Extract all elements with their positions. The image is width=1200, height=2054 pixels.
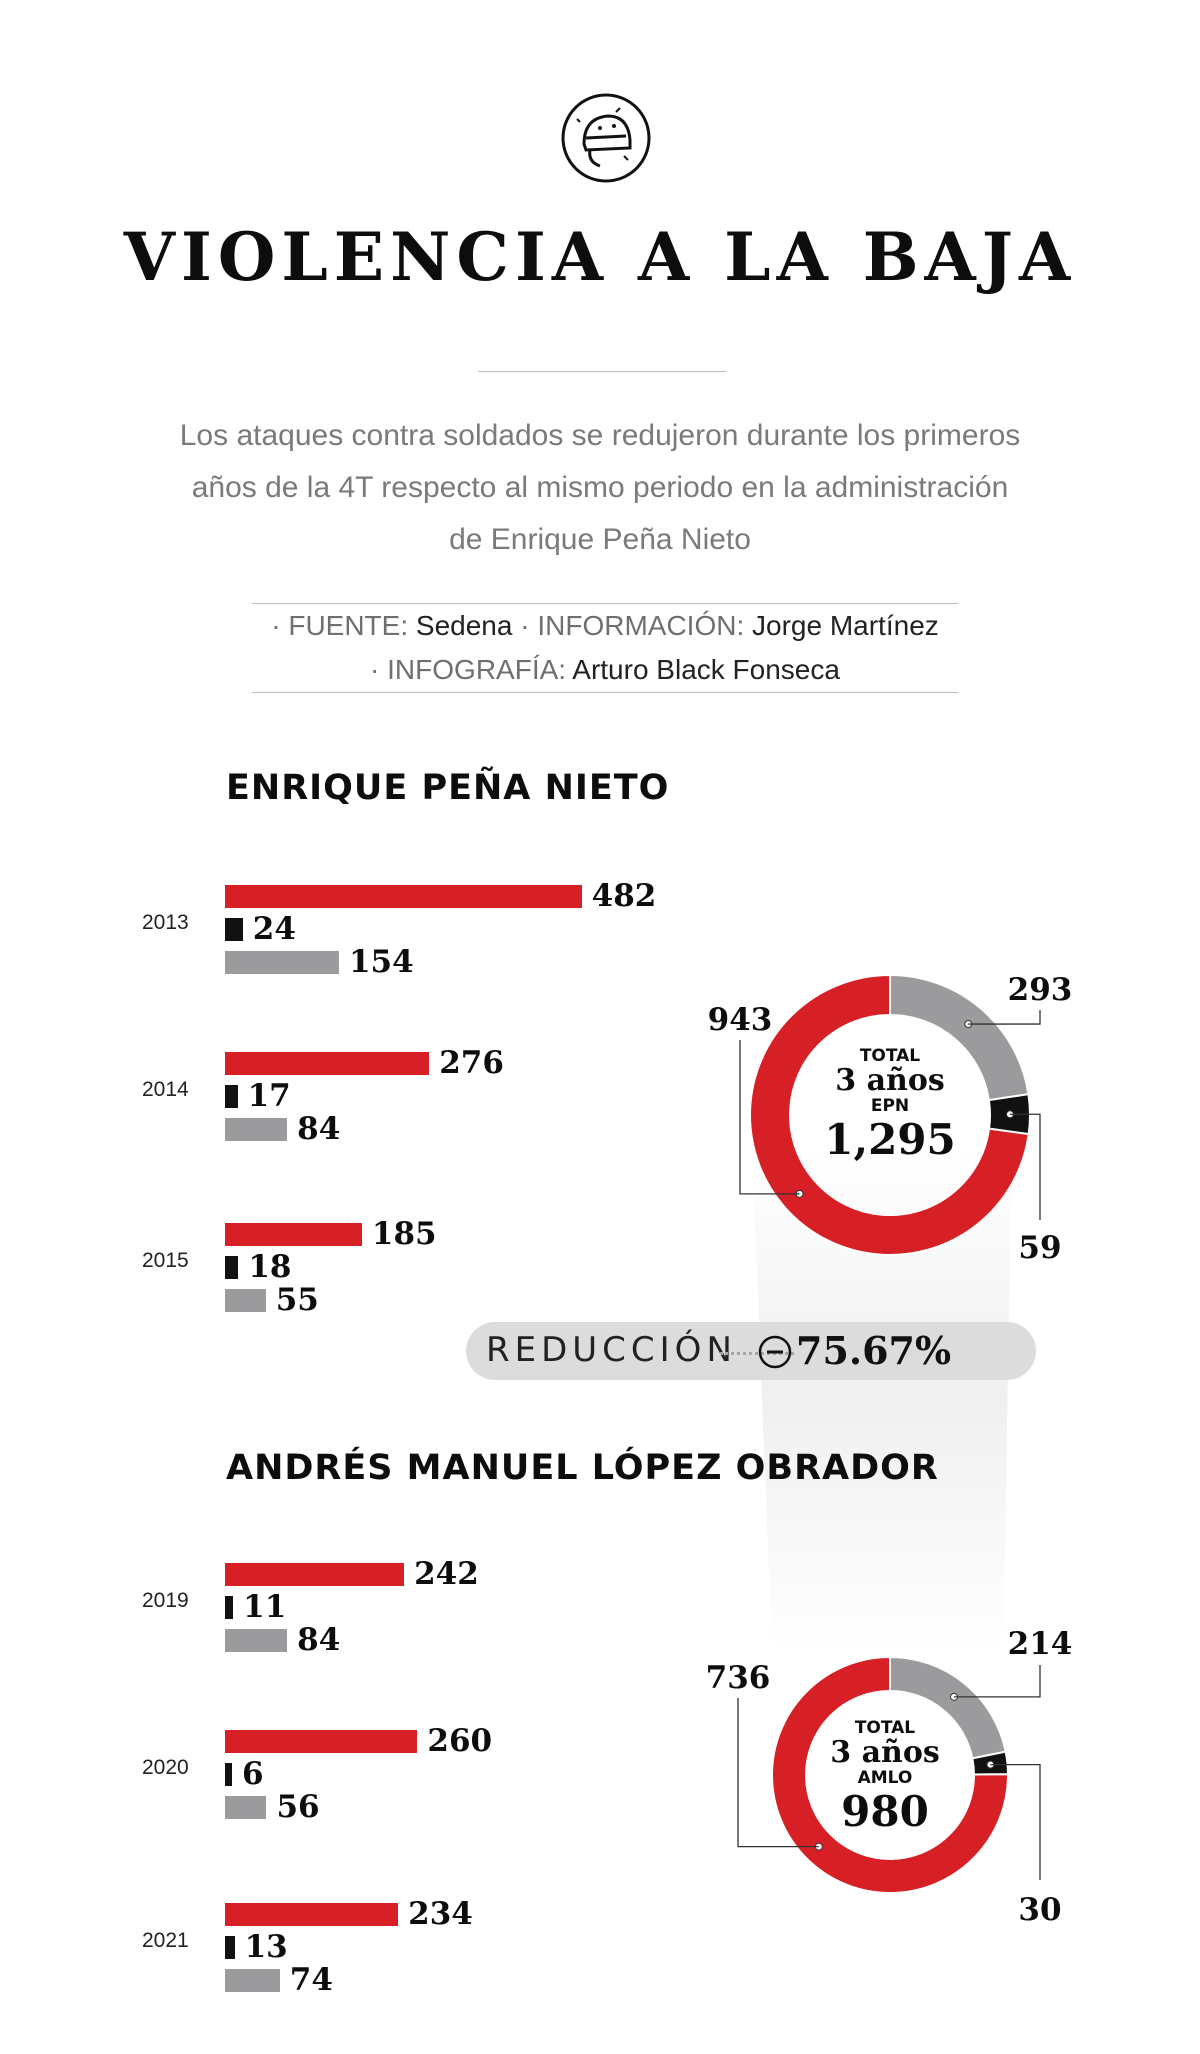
bar (225, 1118, 288, 1141)
bar-value-label: 17 (247, 1078, 291, 1114)
donut-center-total: 1,295 (824, 1115, 956, 1164)
bar-value-label: 13 (244, 1929, 288, 1965)
bar (225, 1969, 280, 1992)
credit-fuente-label: · FUENTE: (271, 610, 409, 641)
bar-value-label: 74 (289, 1962, 333, 1998)
bar (225, 1629, 288, 1652)
bar (225, 1223, 362, 1246)
subtitle: Los ataques contra soldados se redujeron… (120, 410, 1080, 566)
credit-info-value: Jorge Martínez (752, 610, 939, 641)
bar (225, 1596, 234, 1619)
donut-center-amlo: TOTAL 3 años AMLO 980 (810, 1718, 960, 1836)
section-title-amlo: ANDRÉS MANUEL LÓPEZ OBRADOR (226, 1448, 939, 1488)
donut-center-epn: TOTAL 3 años EPN 1,295 (815, 1046, 965, 1164)
donut-slice (771, 1655, 1010, 1894)
reduction-value: 75.67% (796, 1328, 952, 1373)
leader-line (739, 1040, 800, 1195)
bar-value-label: 84 (297, 1111, 341, 1147)
soldier-helmet-icon (561, 93, 651, 183)
reduction-label: REDUCCIÓN (486, 1330, 737, 1370)
bar (225, 1903, 399, 1926)
bar-value-label: 18 (248, 1249, 292, 1285)
year-label: 2020 (142, 1756, 189, 1779)
slice-value-label: 59 (1018, 1230, 1061, 1266)
bar (225, 951, 339, 974)
bar-value-label: 234 (408, 1896, 473, 1932)
bar-chart-epn: 2013 482 24 154 2014 276 17 84 2015 185 18 55 (142, 878, 657, 1318)
bar-value-label: 55 (275, 1282, 319, 1318)
bar (225, 1796, 267, 1819)
bar-value-label: 154 (348, 944, 414, 980)
leader-line (953, 1665, 1041, 1698)
donut-center-line3: EPN (870, 1096, 910, 1116)
bar-value-label: 482 (591, 878, 657, 914)
bar (225, 1730, 418, 1753)
bar (225, 1763, 232, 1786)
slice-value-label: 214 (1008, 1626, 1073, 1662)
bar-value-label: 24 (252, 911, 296, 947)
bar (225, 1256, 239, 1279)
bar-value-label: 260 (427, 1723, 493, 1759)
bar-value-label: 185 (371, 1216, 437, 1252)
credit-infografia-label: · INFOGRAFÍA: (370, 654, 567, 685)
slice-value-label: 736 (706, 1660, 771, 1696)
bar (225, 1052, 430, 1075)
bar (225, 1563, 405, 1586)
slice-value-label: 30 (1018, 1892, 1061, 1928)
bar (225, 918, 243, 941)
bar-value-label: 6 (242, 1756, 264, 1792)
year-label: 2015 (142, 1249, 189, 1272)
bar (225, 1289, 266, 1312)
bar-value-label: 276 (439, 1045, 504, 1081)
subtitle-line: de Enrique Peña Nieto (449, 523, 751, 556)
year-label: 2013 (142, 911, 189, 934)
bar-value-label: 84 (297, 1622, 341, 1658)
credit-infografia-value: Arturo Black Fonseca (572, 654, 840, 685)
minus-circle-icon (758, 1335, 792, 1369)
credits-bottom-rule (252, 692, 958, 693)
year-label: 2014 (142, 1078, 189, 1101)
donut-center-line3: AMLO (857, 1768, 913, 1788)
title-divider (478, 371, 726, 372)
slice-value-label: 293 (1008, 972, 1073, 1008)
bar (225, 1936, 235, 1959)
year-label: 2021 (142, 1929, 189, 1952)
section-title-epn: ENRIQUE PEÑA NIETO (226, 768, 670, 808)
donut-chart-epn: 293 59 943 (708, 972, 1073, 1266)
subtitle-line: Los ataques contra soldados se redujeron… (179, 419, 1021, 452)
page-title: VIOLENCIA A LA BAJA (123, 218, 1077, 296)
bar-value-label: 56 (276, 1789, 320, 1825)
donut-center-total: 980 (841, 1787, 929, 1836)
credit-fuente-value: Sedena (415, 610, 513, 641)
donut-slice (749, 973, 1030, 1256)
bar-value-label: 242 (414, 1556, 479, 1592)
slice-value-label: 943 (708, 1002, 773, 1038)
credits-top-rule (252, 603, 958, 604)
year-label: 2019 (142, 1589, 189, 1612)
leader-line (737, 1698, 819, 1848)
leader-line (990, 1764, 1041, 1880)
reduction-dots (720, 1352, 794, 1355)
leader-line (968, 1010, 1041, 1025)
bar-value-label: 11 (243, 1589, 287, 1625)
reduction-pill (466, 1322, 1036, 1380)
donut-center-line2: 3 años (830, 1735, 940, 1770)
leader-line (1009, 1113, 1041, 1220)
bar (225, 1085, 238, 1108)
bar (225, 885, 582, 908)
donut-center-line1: TOTAL (859, 1046, 921, 1066)
credit-info-label: · INFORMACIÓN: (520, 610, 745, 641)
subtitle-line: años de la 4T respecto al mismo periodo … (191, 471, 1009, 504)
donut-center-line2: 3 años (835, 1063, 945, 1098)
donut-center-line1: TOTAL (854, 1718, 916, 1738)
credits: · FUENTE: Sedena · INFORMACIÓN: Jorge Ma… (250, 604, 960, 692)
